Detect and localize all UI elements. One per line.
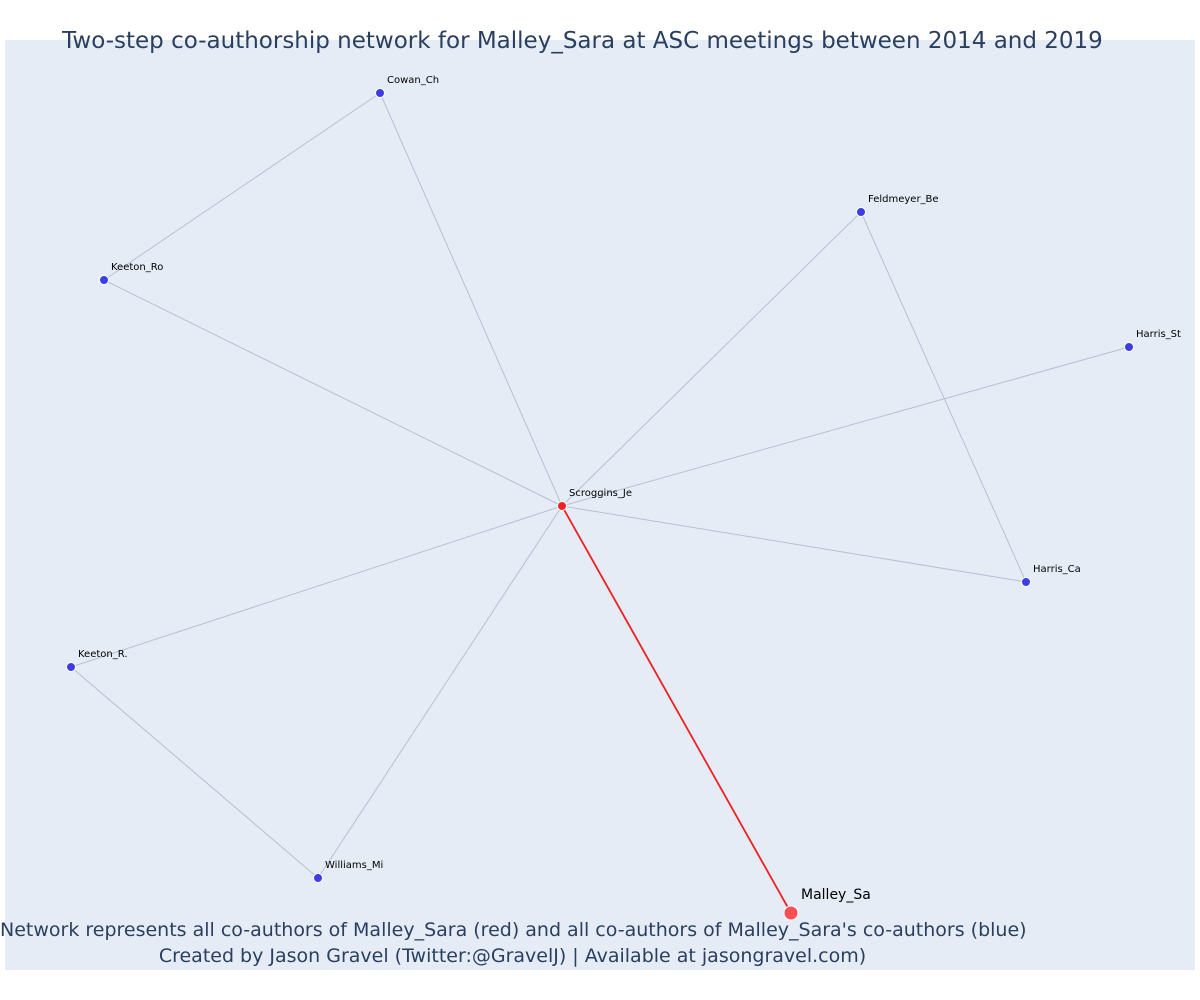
node-scroggins-je[interactable] <box>557 501 567 511</box>
node-keeton-ro[interactable] <box>99 275 109 285</box>
edge-scroggins-je-harris-ca <box>561 505 1027 583</box>
labels-layer: Malley_Sa Scroggins_Je Cowan_Ch Keeton_Ro Fe… <box>78 75 1181 903</box>
edge-malley-sa-scroggins-je <box>561 505 792 914</box>
node-label-cowan-ch: Cowan_Ch <box>387 75 439 86</box>
chart-footnote: Network represents all co-authors of Mal… <box>0 917 1027 969</box>
plot-area <box>5 40 1195 970</box>
edge-scroggins-je-williams-mi <box>317 505 563 879</box>
edge-feldmeyer-be-harris-ca <box>860 211 1027 583</box>
edge-scroggins-je-cowan-ch <box>379 92 563 507</box>
edges-layer <box>70 92 1130 914</box>
node-label-keeton-ro: Keeton_Ro <box>111 262 163 273</box>
node-keeton-r[interactable] <box>66 662 76 672</box>
node-harris-ca[interactable] <box>1021 577 1031 587</box>
edge-scroggins-je-keeton-r <box>70 505 563 668</box>
node-cowan-ch[interactable] <box>375 88 385 98</box>
edge-cowan-ch-keeton-ro <box>103 92 381 281</box>
node-label-harris-st: Harris_St <box>1136 329 1181 340</box>
node-label-keeton-r: Keeton_R. <box>78 649 128 660</box>
node-label-feldmeyer-be: Feldmeyer_Be <box>868 194 939 205</box>
node-williams-mi[interactable] <box>313 873 323 883</box>
node-malley-sa[interactable] <box>783 905 799 921</box>
node-label-scroggins-je: Scroggins_Je <box>569 488 632 499</box>
node-harris-st[interactable] <box>1124 342 1134 352</box>
edge-scroggins-je-feldmeyer-be <box>561 211 862 507</box>
node-label-harris-ca: Harris_Ca <box>1033 564 1081 575</box>
footnote-line-2: Created by Jason Gravel (Twitter:@Gravel… <box>158 945 867 967</box>
edge-scroggins-je-keeton-ro <box>103 279 563 507</box>
edge-scroggins-je-harris-st <box>561 346 1130 507</box>
footnote-line-1: Network represents all co-authors of Mal… <box>0 919 1027 941</box>
chart-title: Two-step co-authorship network for Malle… <box>62 28 1103 54</box>
node-label-malley-sa: Malley_Sa <box>801 887 871 903</box>
node-feldmeyer-be[interactable] <box>856 207 866 217</box>
edge-keeton-r-williams-mi <box>70 666 319 879</box>
nodes-layer <box>66 88 1134 921</box>
node-label-williams-mi: Williams_Mi <box>325 860 383 871</box>
